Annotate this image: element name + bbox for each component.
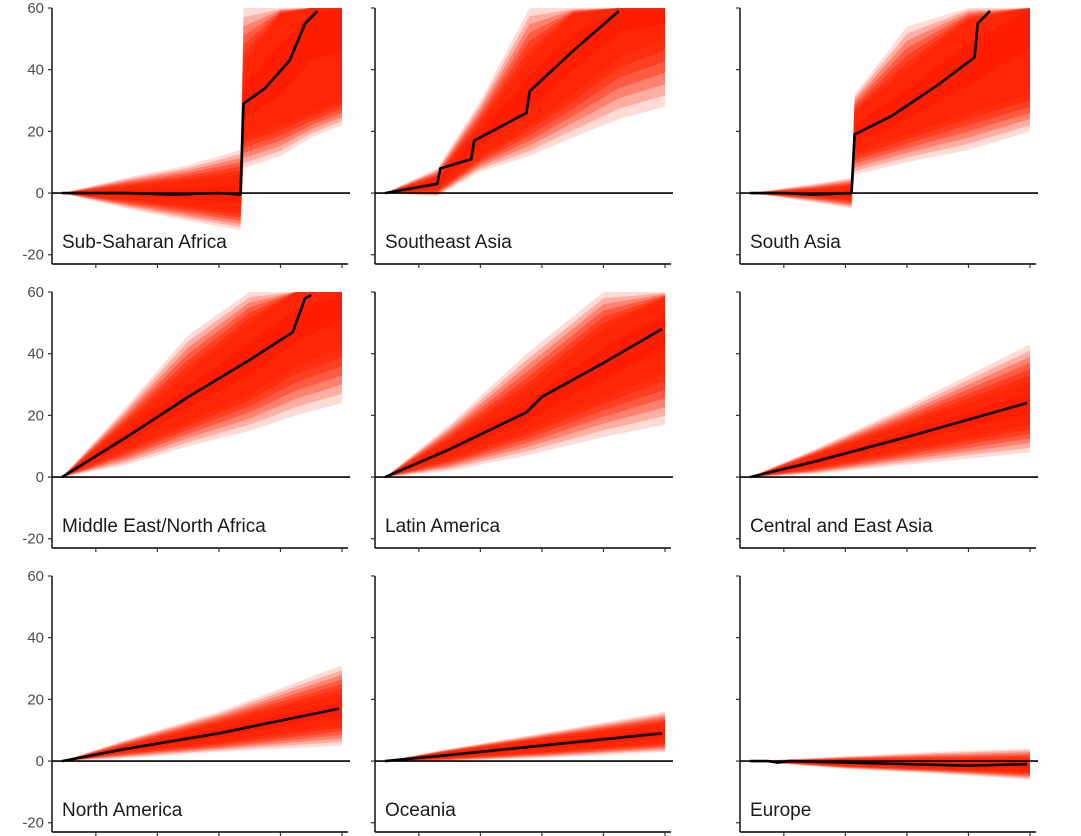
fan-band-3 — [385, 715, 665, 762]
panel-label: Europe — [750, 800, 811, 821]
fan-band-1 — [62, 665, 342, 762]
y-tick-label: 20 — [27, 123, 44, 140]
fan-band-4 — [750, 362, 1030, 478]
median-line — [61, 707, 340, 763]
y-tick-label: 40 — [27, 62, 44, 79]
fan-band-4 — [62, 679, 342, 762]
y-tick-label: 40 — [27, 346, 44, 363]
panel-4: -20 0 20 40 60 Middle East/North Africa — [22, 284, 350, 552]
fan-band-3 — [62, 674, 342, 762]
median-line — [384, 327, 663, 479]
panel-5: Latin America — [371, 291, 673, 552]
y-tick-label: -20 — [22, 815, 44, 832]
fan-band-7 — [385, 298, 665, 478]
panel-label: Oceania — [385, 800, 456, 821]
fan-bands — [750, 8, 1030, 209]
panel-8: 20202040206020802100Oceania — [371, 575, 673, 836]
median-line — [384, 10, 620, 195]
y-tick-label: 20 — [27, 691, 44, 708]
panel-7: -20020406020202040206020802100North Amer… — [22, 568, 350, 836]
fan-core-band — [385, 9, 665, 194]
panel-label: South Asia — [750, 232, 841, 253]
fan-bands — [62, 8, 342, 231]
panel-label: Latin America — [385, 516, 501, 537]
y-tick-label: 60 — [27, 568, 44, 585]
panel-label: North America — [62, 800, 183, 821]
y-tick-label: -20 — [22, 247, 44, 264]
fan-band-1 — [750, 344, 1030, 478]
panel-label: Central and East Asia — [750, 516, 933, 537]
fan-band-7 — [385, 724, 665, 762]
fan-core-band — [62, 293, 342, 478]
y-tick-label: -20 — [22, 531, 44, 548]
fan-band-7 — [750, 381, 1030, 478]
panel-1: -20 0 20 40 60 Sub-Saharan Africa — [22, 0, 350, 268]
panel-3: South Asia — [736, 7, 1038, 268]
y-tick-label: 20 — [27, 407, 44, 424]
y-tick-label: 0 — [36, 469, 44, 486]
fan-bands — [384, 8, 665, 197]
y-tick-label: 60 — [27, 284, 44, 301]
fan-bands — [384, 292, 665, 479]
fan-core-band — [385, 315, 665, 478]
fan-band-4 — [385, 717, 665, 762]
fan-bands — [61, 665, 342, 763]
y-tick-label: 40 — [27, 630, 44, 647]
fan-bands — [750, 748, 1030, 780]
median-line — [384, 732, 663, 763]
fan-core-band — [62, 9, 342, 203]
panel-2: Southeast Asia — [371, 7, 673, 268]
panel-9: 20202040206020802100Europe — [736, 575, 1038, 836]
panel-6: Central and East Asia — [736, 291, 1038, 552]
fan-band-2 — [62, 670, 342, 762]
y-tick-label: 60 — [27, 0, 44, 17]
panel-label: Middle East/North Africa — [62, 516, 266, 537]
fan-core-band — [750, 9, 1030, 196]
fan-core-band — [62, 701, 342, 762]
panel-label: Sub-Saharan Africa — [62, 232, 227, 253]
fan-band-2 — [750, 350, 1030, 478]
fan-bands — [384, 711, 665, 763]
y-tick-label: 0 — [36, 185, 44, 202]
fan-band-3 — [750, 356, 1030, 478]
fan-bands — [749, 344, 1030, 479]
median-line — [749, 401, 1028, 479]
y-tick-label: 0 — [36, 753, 44, 770]
fan-band-2 — [385, 713, 665, 762]
median-line — [61, 293, 312, 479]
fan-bands — [61, 292, 342, 479]
panel-label: Southeast Asia — [385, 232, 512, 253]
fan-band-7 — [62, 693, 342, 762]
